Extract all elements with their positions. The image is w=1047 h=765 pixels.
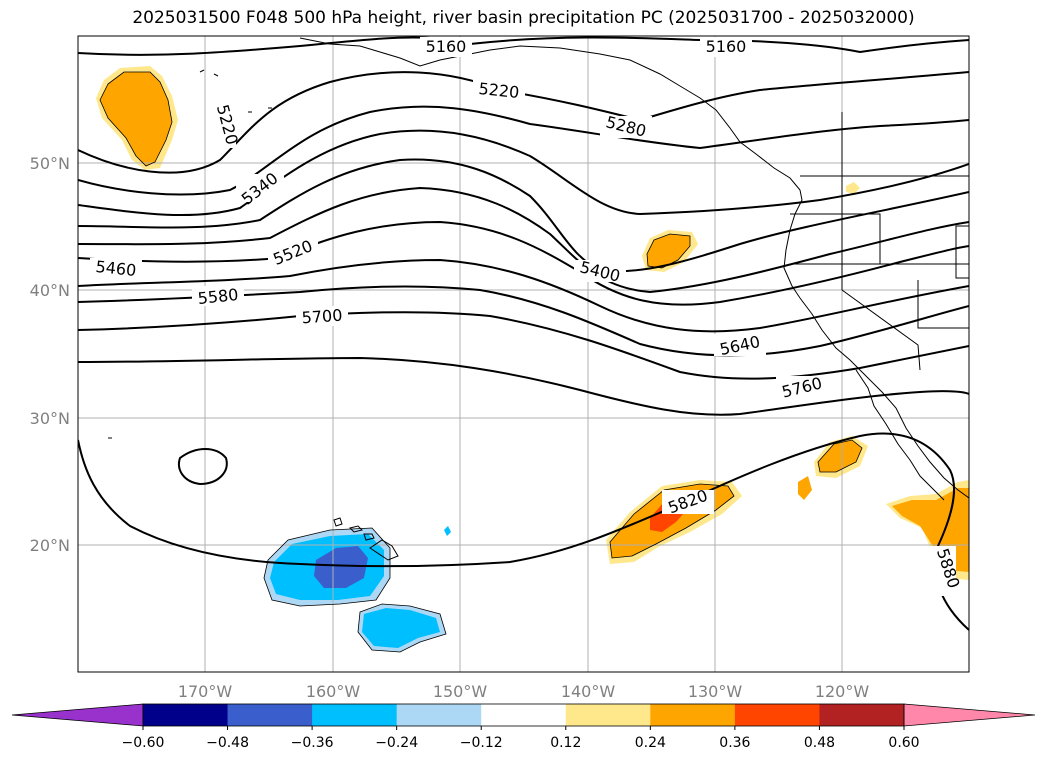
contour-line bbox=[469, 36, 969, 54]
state-border bbox=[790, 213, 969, 265]
contour-label: 5160 bbox=[706, 37, 747, 56]
colorbar-segment bbox=[312, 704, 398, 726]
coastline-alaska bbox=[299, 37, 801, 191]
precip-negative-patch bbox=[362, 608, 440, 648]
contour-label: 5460 bbox=[95, 257, 137, 280]
colorbar-tick-label: −0.24 bbox=[375, 735, 418, 751]
colorbar-segment bbox=[565, 704, 651, 726]
latitude-labels: 50°N 40°N 30°N 20°N bbox=[30, 154, 70, 555]
colorbar-outline bbox=[142, 703, 905, 727]
colorbar-segment bbox=[396, 704, 482, 726]
contour-line bbox=[78, 258, 969, 333]
hawaii-island bbox=[369, 539, 399, 561]
contour-label: 5220 bbox=[478, 79, 520, 102]
colorbar-tick-label: 0.48 bbox=[804, 735, 835, 751]
contour-line bbox=[78, 432, 969, 631]
colorbar-segment bbox=[143, 704, 229, 726]
contour-line bbox=[78, 285, 969, 357]
height-contours bbox=[78, 36, 969, 631]
longitude-label: 170°W bbox=[178, 682, 233, 701]
precip-positive-patch bbox=[798, 476, 812, 500]
contour-label: 5580 bbox=[197, 285, 239, 308]
colorbar: −0.60 −0.48 −0.36 −0.24 −0.12 0.12 0.24 0.36 0.4… bbox=[11, 703, 1036, 751]
precip-negative-patch bbox=[314, 546, 368, 588]
contour-line bbox=[78, 356, 969, 416]
contour-line bbox=[78, 105, 969, 196]
precip-positive-patch bbox=[100, 72, 172, 166]
latitude-label: 30°N bbox=[30, 409, 70, 428]
precip-outlines bbox=[99, 71, 863, 653]
contour-line bbox=[78, 186, 969, 294]
colorbar-extend-low bbox=[11, 703, 144, 727]
coastline-west bbox=[783, 189, 969, 499]
colorbar-tick-label: −0.48 bbox=[206, 735, 249, 751]
colorbar-segment bbox=[819, 704, 905, 726]
state-border bbox=[955, 225, 969, 279]
latitude-label: 40°N bbox=[30, 281, 70, 300]
colorbar-tick-label: −0.36 bbox=[291, 735, 334, 751]
map-title: 2025031500 F048 500 hPa height, river ba… bbox=[132, 8, 915, 28]
colorbar-segment bbox=[734, 704, 820, 726]
precip-positive-patch bbox=[647, 234, 690, 268]
colorbar-segment bbox=[481, 704, 567, 726]
longitude-label: 120°W bbox=[815, 682, 870, 701]
colorbar-tick-label: −0.12 bbox=[460, 735, 503, 751]
state-border bbox=[841, 112, 921, 371]
colorbar-segment bbox=[227, 704, 313, 726]
longitude-label: 130°W bbox=[688, 682, 743, 701]
colorbar-extend-high bbox=[903, 703, 1036, 727]
colorbar-tick-label: −0.60 bbox=[122, 735, 165, 751]
map-area: 5160 5160 5220 5220 5280 5340 5400 5460 … bbox=[78, 36, 969, 672]
colorbar-tick-label: 0.12 bbox=[550, 735, 581, 751]
contour-line bbox=[78, 36, 431, 56]
precip-positive-patch bbox=[846, 182, 860, 194]
precip-negative-patch bbox=[444, 526, 451, 536]
map-frame bbox=[77, 35, 970, 673]
longitude-label: 160°W bbox=[306, 682, 361, 701]
hawaii-island bbox=[333, 517, 375, 541]
colorbar-tick-label: 0.60 bbox=[888, 735, 919, 751]
latitude-label: 50°N bbox=[30, 154, 70, 173]
contour-line bbox=[78, 158, 969, 273]
colorbar-tick-label: 0.36 bbox=[719, 735, 750, 751]
contour-line bbox=[178, 448, 228, 486]
longitude-labels: 170°W 160°W 150°W 140°W 130°W 120°W bbox=[178, 682, 870, 701]
contour-line bbox=[78, 311, 969, 380]
contour-line bbox=[78, 129, 969, 217]
coastline-baja bbox=[855, 369, 945, 501]
contour-label: 5160 bbox=[426, 37, 467, 56]
contour-line bbox=[78, 220, 969, 306]
longitude-label: 150°W bbox=[433, 682, 488, 701]
longitude-label: 140°W bbox=[561, 682, 616, 701]
latitude-label: 20°N bbox=[30, 536, 70, 555]
colorbar-segment bbox=[650, 704, 736, 726]
contour-labels: 5160 5160 5220 5220 5280 5340 5400 5460 … bbox=[90, 37, 964, 596]
contour-label: 5700 bbox=[301, 306, 343, 328]
colorbar-tick-label: 0.24 bbox=[635, 735, 666, 751]
precip-positive-patch bbox=[818, 440, 862, 472]
